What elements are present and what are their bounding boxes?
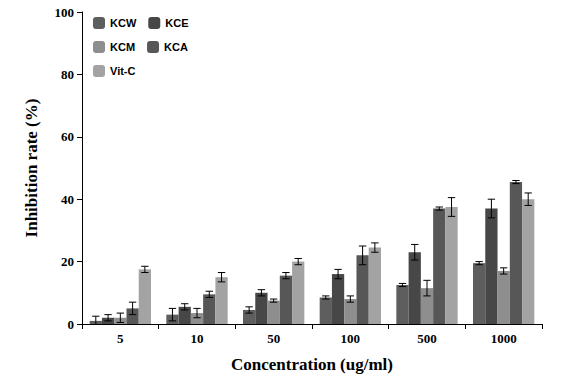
svg-text:KCE: KCE: [165, 17, 188, 29]
svg-text:KCM: KCM: [110, 41, 135, 53]
svg-text:Inhibition rate (%): Inhibition rate (%): [22, 99, 41, 238]
svg-text:KCW: KCW: [110, 17, 137, 29]
svg-text:10: 10: [191, 331, 204, 346]
svg-text:500: 500: [417, 331, 437, 346]
svg-text:60: 60: [61, 129, 74, 144]
svg-text:40: 40: [61, 192, 74, 207]
svg-text:Vit-C: Vit-C: [110, 65, 136, 77]
svg-text:20: 20: [61, 254, 74, 269]
svg-text:Concentration (ug/ml): Concentration (ug/ml): [231, 355, 393, 374]
svg-text:KCA: KCA: [164, 41, 188, 53]
svg-text:0: 0: [68, 317, 75, 332]
svg-text:1000: 1000: [491, 331, 517, 346]
svg-text:100: 100: [341, 331, 361, 346]
svg-text:5: 5: [117, 331, 124, 346]
svg-text:100: 100: [55, 5, 75, 20]
svg-text:80: 80: [61, 67, 74, 82]
svg-text:50: 50: [267, 331, 280, 346]
